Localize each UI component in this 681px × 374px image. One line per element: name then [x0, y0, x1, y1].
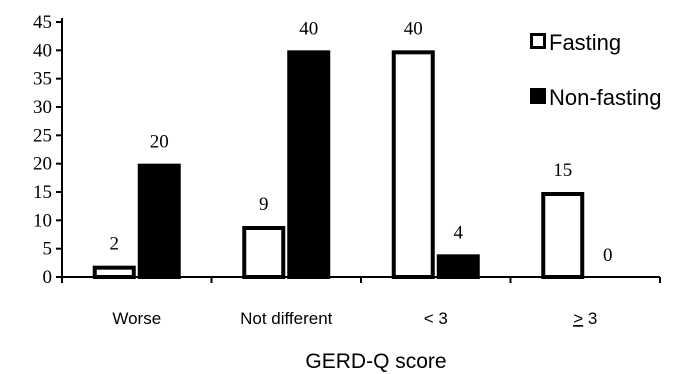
data-label: 20: [150, 132, 169, 153]
legend-label: Non-fasting: [549, 85, 662, 110]
data-label: 9: [259, 194, 269, 215]
bar-non-fasting: [436, 254, 480, 280]
legend-swatch: [530, 88, 546, 104]
y-tick-label: 5: [43, 239, 53, 260]
data-label: 15: [553, 160, 572, 181]
bar-fasting: [541, 192, 585, 279]
bar-non-fasting: [137, 163, 181, 280]
bars: [92, 50, 585, 280]
bar-fasting: [92, 265, 136, 279]
legend-label: Fasting: [549, 30, 621, 55]
x-axis-title: GERD-Q score: [305, 350, 446, 373]
data-labels: 2 20 9 40 40 4 15 0: [110, 18, 613, 266]
y-tick-label: 40: [33, 40, 52, 61]
data-label: 2: [110, 234, 120, 255]
legend: Fasting Non-fasting: [530, 30, 662, 110]
y-tick-label: 20: [33, 154, 52, 175]
x-category-label: > 3: [573, 309, 597, 328]
y-tick-label: 30: [33, 97, 52, 118]
data-label: 4: [454, 222, 464, 243]
bar-non-fasting: [287, 50, 331, 280]
y-tick-label: 45: [33, 12, 52, 33]
x-category-label: Worse: [112, 309, 161, 328]
data-label: 40: [299, 18, 318, 39]
data-label: 40: [404, 18, 423, 39]
y-axis: 0 5 10 15 20 25 30 35 40 45: [33, 12, 63, 288]
y-tick-label: 0: [43, 267, 53, 288]
bar-fasting: [242, 226, 286, 279]
x-category-label: Not different: [240, 309, 333, 328]
y-tick-label: 10: [33, 210, 52, 231]
y-tick-label: 35: [33, 69, 52, 90]
bar-fasting: [391, 50, 435, 280]
x-category-label: < 3: [424, 309, 448, 328]
y-tick-label: 25: [33, 125, 52, 146]
legend-swatch: [530, 33, 546, 49]
data-label: 0: [603, 245, 613, 266]
y-tick-label: 15: [33, 182, 52, 203]
x-axis: Worse Not different < 3 > 3: [61, 276, 661, 328]
